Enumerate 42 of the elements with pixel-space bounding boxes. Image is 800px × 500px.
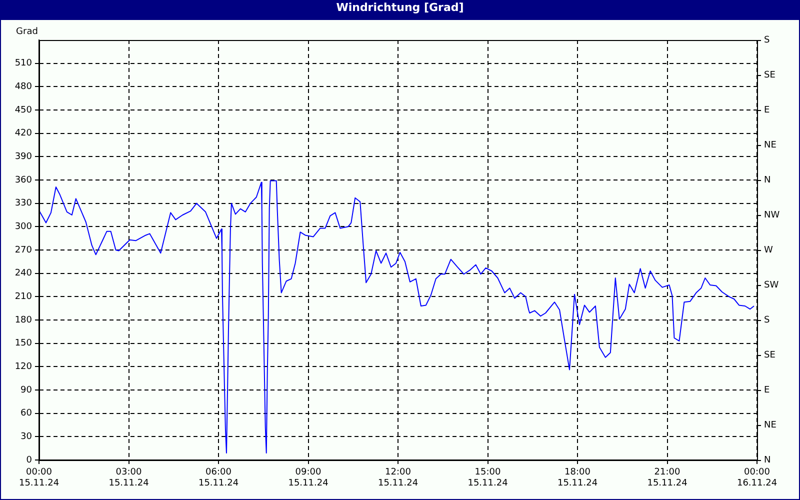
y-tick-label: 300 [14,222,32,232]
y-tick-label: 510 [14,58,32,69]
y-tick-label: 450 [14,105,32,116]
y-tick-label: 120 [14,362,32,372]
chart-title: Windrichtung [Grad] [1,1,799,20]
y-tick-label: 60 [20,408,32,419]
y-axis-title: Grad [16,26,38,37]
text: SE [764,350,776,360]
y-tick-label: 420 [14,128,32,139]
y-tick-label: 270 [14,245,32,256]
y-tick-label: 360 [14,175,32,186]
text: S [764,315,770,326]
text: E [764,105,770,116]
text: NW [764,210,780,220]
x-tick-label: 03:00 15.11.24 [108,468,150,489]
text: SW [764,280,779,290]
text: E [764,385,770,396]
x-tick-label: 18:00 15.11.24 [557,468,598,489]
y-tick-label: 0 [26,455,32,466]
text: N [764,455,771,466]
x-tick-label: 15:00 15.11.24 [468,468,508,489]
x-tick-label: 00:00 16.11.24 [736,468,778,489]
text: SE [764,70,776,80]
y-tick-label: 30 [20,432,32,442]
y-tick-label: 240 [14,268,32,279]
x-tick-label: 06:00 15.11.24 [198,468,239,489]
y-tick-label: 180 [14,315,32,326]
text: NE [764,420,777,430]
y-tick-label: 390 [14,152,32,162]
text: N [764,175,771,186]
x-tick-label: 21:00 15.11.24 [647,468,688,489]
y-tick-label: 150 [14,338,32,349]
x-tick-label: 12:00 15.11.24 [378,468,418,489]
y-tick-label: 90 [20,385,32,396]
x-tick-label: 00:00 15.11.24 [18,468,60,489]
y-tick-label: 330 [14,198,32,209]
text: S [764,35,770,46]
x-tick-label: 09:00 15.11.24 [288,468,329,489]
text: NE [764,140,777,150]
y-tick-label: 480 [14,82,32,92]
y-tick-label: 210 [14,292,32,302]
text: W [764,245,773,256]
